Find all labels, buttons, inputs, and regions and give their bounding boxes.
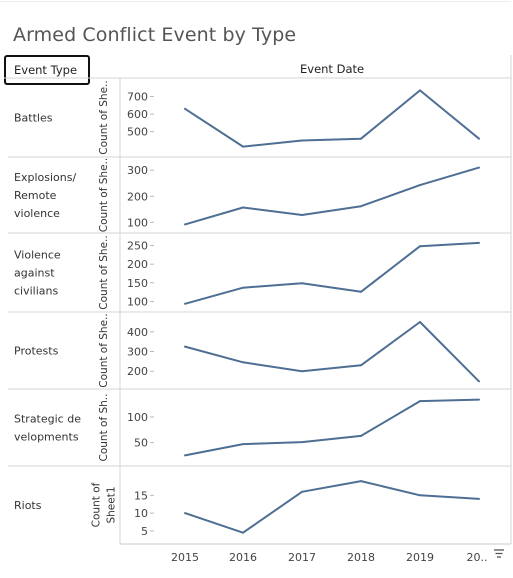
x-tick-label: 2016 <box>229 551 257 564</box>
x-tick-label: 2017 <box>288 551 316 564</box>
row-label: velopments <box>14 431 79 444</box>
y-axis-title: Count of She.. <box>98 313 110 387</box>
row-label: Explosions/ <box>14 171 76 184</box>
y-tick-label: 250 <box>127 239 148 252</box>
series-line <box>184 241 480 305</box>
x-tick-label: 20.. <box>467 551 488 564</box>
data-point <box>478 380 480 383</box>
data-point <box>360 205 362 208</box>
y-tick-label: 300 <box>127 346 148 359</box>
y-tick-label: 5 <box>141 525 148 538</box>
data-point <box>242 206 244 209</box>
data-point <box>301 282 303 285</box>
row-label: Remote <box>14 189 57 202</box>
data-point <box>242 443 244 446</box>
y-axis-title: Count of She.. <box>98 235 110 309</box>
y-tick-label: 200 <box>127 190 148 203</box>
y-axis-title: Count of Sh.. <box>98 394 110 462</box>
series-line <box>184 166 480 226</box>
x-tick-label: 2019 <box>406 551 434 564</box>
data-point <box>184 345 186 348</box>
data-point <box>360 480 362 483</box>
panel-battles: Battles Count of She.. 500 600 700 <box>14 80 480 155</box>
row-label: violence <box>14 207 60 220</box>
y-tick-label: 150 <box>127 277 148 290</box>
series-line <box>184 480 480 534</box>
data-point <box>242 145 244 148</box>
y-tick-label: 600 <box>127 108 148 121</box>
top-divider <box>0 1 511 2</box>
panel-explosions-remote-violence: Explosions/Remote violence Count of She.. 1… <box>8 156 511 232</box>
series-line <box>184 89 480 148</box>
data-point <box>301 214 303 216</box>
row-label: Strategic de <box>14 413 81 426</box>
y-tick-label: 700 <box>127 91 148 104</box>
row-label: against <box>14 267 55 280</box>
data-point <box>301 139 303 142</box>
y-tick-label: 200 <box>127 365 148 378</box>
row-label: civilians <box>14 285 58 298</box>
y-tick-label: 50 <box>134 437 148 450</box>
row-label: Riots <box>14 499 42 512</box>
series-line <box>184 398 480 457</box>
panel-riots: Riots Count of Sheet1 5 10 15 <box>8 465 511 538</box>
y-tick-label: 300 <box>127 164 148 177</box>
data-point <box>360 364 362 367</box>
data-point <box>478 497 480 500</box>
y-tick-label: 200 <box>127 258 148 271</box>
row-label: Violence <box>14 249 61 262</box>
data-point <box>301 441 303 444</box>
data-point <box>184 302 186 305</box>
data-point <box>478 166 480 169</box>
data-point <box>360 137 362 140</box>
data-point <box>478 398 480 401</box>
y-tick-label: 400 <box>127 326 148 339</box>
series-line <box>184 321 480 383</box>
data-point <box>184 107 186 110</box>
data-point <box>301 370 303 373</box>
data-point <box>419 184 421 187</box>
data-point <box>242 531 244 534</box>
panel-protests: Protests Count of She.. 200 300 400 <box>8 311 511 388</box>
data-point <box>184 223 186 226</box>
data-point <box>419 494 421 497</box>
y-axis-title: Count of She.. <box>98 80 110 154</box>
sort-icon[interactable] <box>493 548 505 560</box>
x-tick-label: 2018 <box>347 551 375 564</box>
page-title: Armed Conflict Event by Type <box>13 24 297 46</box>
data-point <box>478 241 480 244</box>
data-point <box>242 286 244 289</box>
event-type-header[interactable]: Event Type <box>4 55 90 85</box>
y-axis-title: Count of She.. <box>98 158 110 232</box>
data-point <box>360 290 362 293</box>
row-label: Protests <box>14 345 59 358</box>
data-point <box>419 89 421 92</box>
data-point <box>478 137 480 140</box>
data-point <box>184 454 186 457</box>
data-point <box>301 490 303 493</box>
data-point <box>360 434 362 437</box>
event-date-header: Event Date <box>300 62 365 76</box>
x-tick-label: 2015 <box>171 551 199 564</box>
y-tick-label: 15 <box>134 489 148 502</box>
y-tick-label: 10 <box>134 507 148 520</box>
data-point <box>419 400 421 403</box>
y-tick-label: 100 <box>127 216 148 229</box>
panel-strategic-developments: Strategic de velopments Count of Sh.. 50 100 <box>8 388 511 462</box>
data-point <box>184 512 186 515</box>
y-tick-label: 500 <box>127 126 148 139</box>
panel-violence-against-civilians: Violence against civilians Count of She.. 10… <box>8 232 511 310</box>
y-axis-title: Sheet1 <box>106 486 118 523</box>
data-point <box>419 321 421 323</box>
y-axis-title: Count of <box>91 482 103 527</box>
y-tick-label: 100 <box>127 411 148 424</box>
data-point <box>419 245 421 248</box>
row-label: Battles <box>14 112 53 125</box>
data-point <box>242 361 244 364</box>
y-tick-label: 100 <box>127 296 148 309</box>
